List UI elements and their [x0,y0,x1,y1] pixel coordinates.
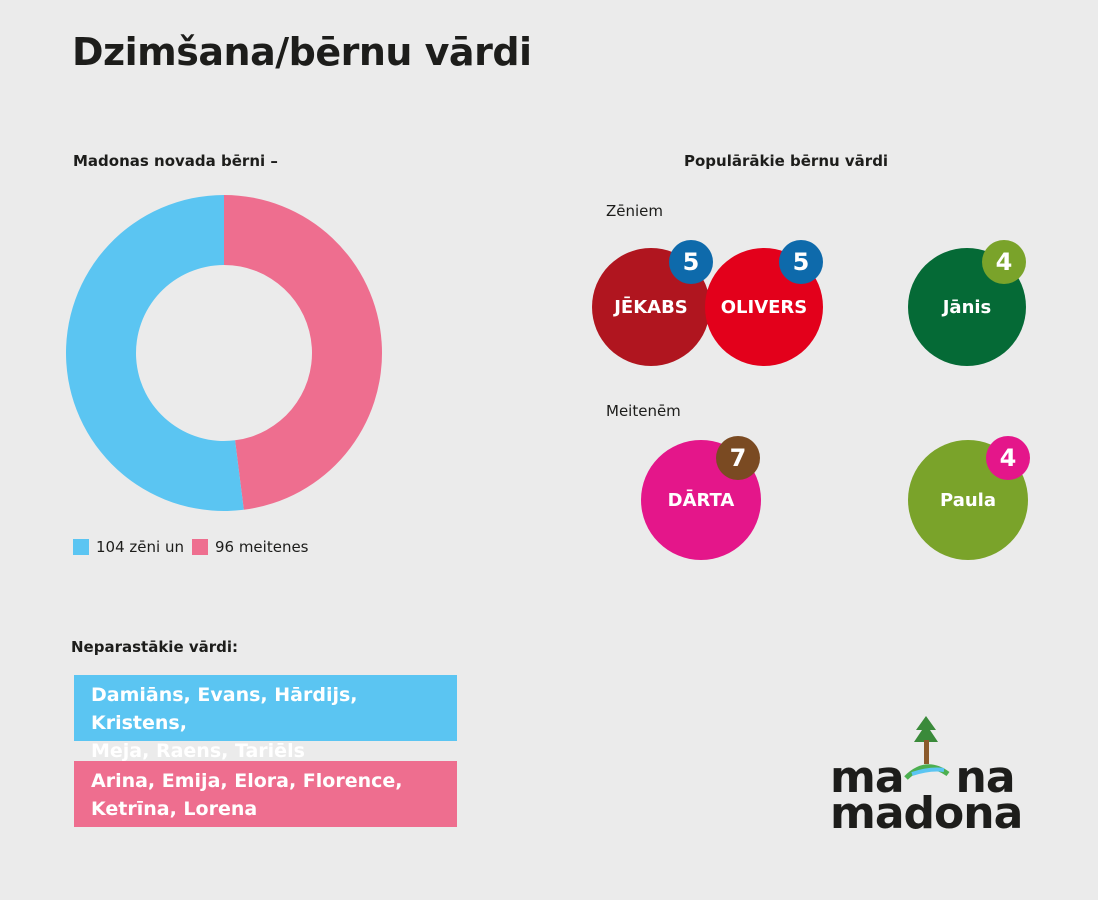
boys-group-label: Zēniem [606,202,664,220]
count-badge-jekabs: 5 [669,240,713,284]
page-title: Dzimšana/bērnu vārdi [72,30,532,74]
name-label-janis: Jānis [942,296,992,318]
name-label-darta: DĀRTA [667,489,735,511]
legend-item-girls: 96 meitenes [191,538,309,556]
donut-slice-zēni [66,195,244,511]
legend-item-boys: 104 zēni un [73,538,184,556]
name-label-jekabs: JĒKABS [614,296,688,318]
logo-text-na: na [955,752,1016,803]
donut-caption: Madonas novada bērni – [73,152,278,170]
count-badge-janis: 4 [982,240,1026,284]
unusual-girls-line2: Ketrīna, Lorena [91,798,258,820]
girls-group-label: Meitenēm [606,402,681,420]
madona-logo: ma na madona [830,712,1030,839]
logo-line1: ma na [830,752,1016,803]
donut-slice-meitenes [224,195,383,510]
unusual-boys-line1: Damiāns, Evans, Hārdijs, Kristens, [91,684,358,734]
unusual-girls-line1: Arina, Emija, Elora, Florence, [91,770,403,792]
logo-tree-icon [904,716,950,780]
unusual-girls-box: Arina, Emija, Elora, Florence, Ketrīna, … [74,761,457,827]
unusual-boys-line2: Meja, Raens, Tariēls [91,740,305,762]
count-badge-paula: 4 [986,436,1030,480]
count-badge-darta: 7 [716,436,760,480]
logo-line2: madona [830,788,1023,839]
logo-text-ma: ma [830,752,905,803]
unusual-boys-box: Damiāns, Evans, Hārdijs, Kristens, Meja,… [74,675,457,762]
legend-swatch-boys [73,539,89,555]
popular-names-title: Populārākie bērnu vārdi [684,152,889,170]
donut-legend: 104 zēni un 96 meitenes [73,538,317,556]
count-badge-olivers: 5 [779,240,823,284]
legend-label-girls: 96 meitenes [214,538,309,556]
unusual-names-title: Neparastākie vārdi: [71,638,239,656]
donut-chart [66,195,383,511]
name-label-olivers: OLIVERS [720,296,808,318]
legend-swatch-girls [191,539,208,555]
name-label-paula: Paula [940,489,996,511]
legend-label-boys: 104 zēni un [96,538,184,556]
name-bubble-paula: Paula [908,440,1028,560]
